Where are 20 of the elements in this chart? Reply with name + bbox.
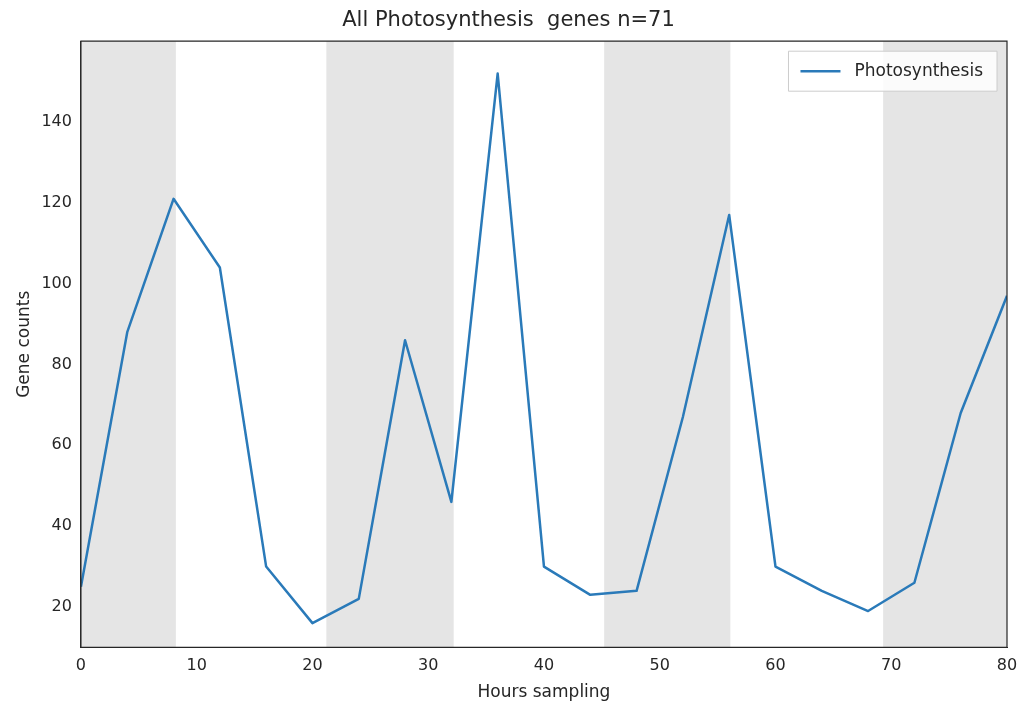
y-tick-label: 20 [51, 596, 72, 616]
y-tick-label: 40 [51, 515, 72, 535]
x-tick-label: 60 [765, 655, 786, 675]
x-tick-label: 30 [418, 655, 439, 675]
x-tick-label: 10 [186, 655, 207, 675]
y-tick-label: 100 [41, 272, 72, 292]
y-tick-label: 120 [41, 192, 72, 212]
x-tick-label: 0 [75, 655, 87, 675]
x-tick-label: 70 [881, 655, 902, 675]
y-tick-label: 140 [41, 111, 72, 131]
y-axis-title: Gene counts [12, 290, 33, 398]
x-tick-label: 80 [996, 655, 1018, 675]
x-tick-label: 20 [302, 655, 323, 675]
legend-label: Photosynthesis [854, 59, 984, 80]
y-tick-label: 80 [51, 353, 72, 373]
x-tick-label: 40 [533, 655, 555, 675]
chart-title: All Photosynthesis genes n=71 [342, 7, 675, 32]
x-axis-title: Hours sampling [477, 681, 611, 702]
y-tick-label: 60 [51, 434, 72, 454]
x-tick-label: 50 [649, 655, 670, 675]
